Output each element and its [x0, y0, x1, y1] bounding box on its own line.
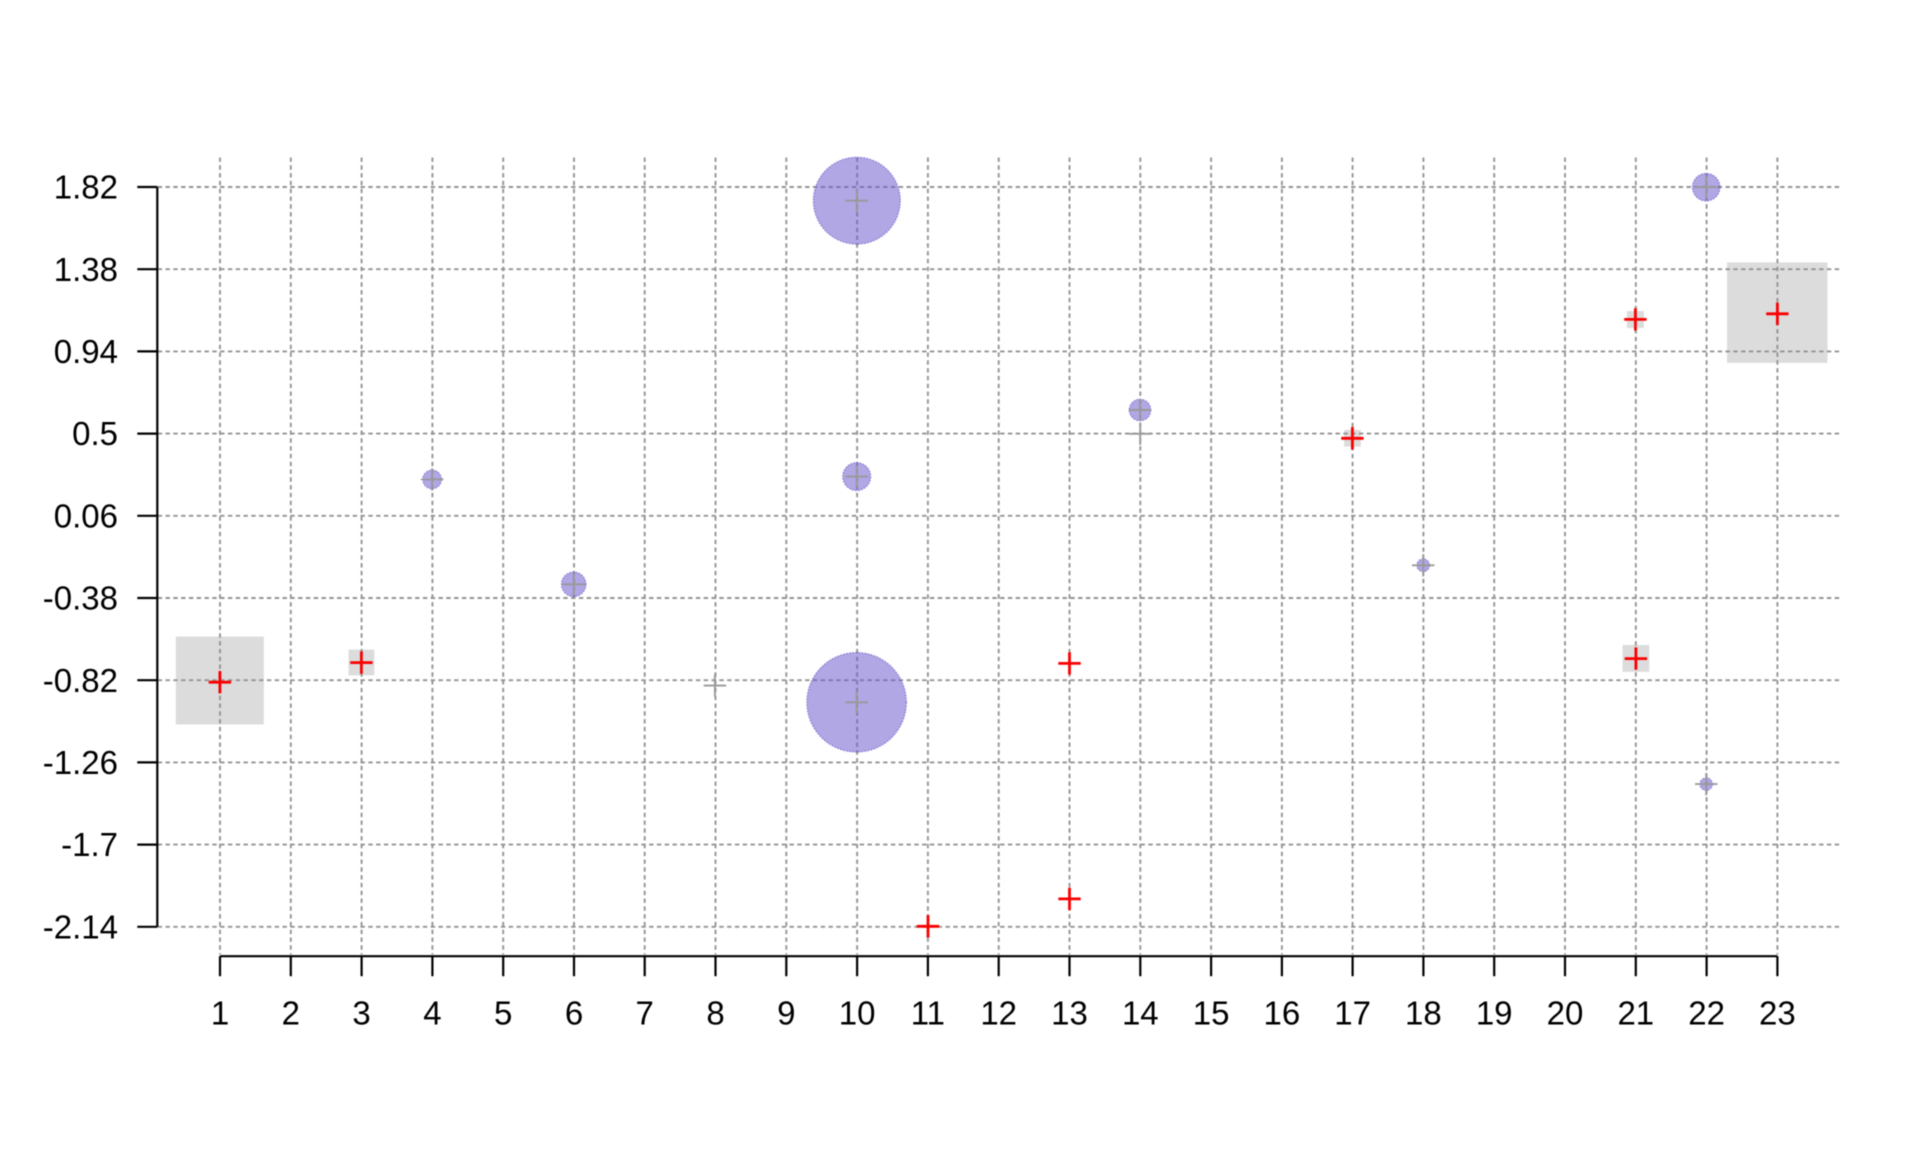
svg-text:6: 6 [565, 995, 583, 1032]
svg-text:10: 10 [839, 995, 876, 1032]
svg-text:1.38: 1.38 [54, 251, 118, 288]
svg-text:-2.14: -2.14 [43, 908, 118, 945]
svg-text:5: 5 [494, 995, 512, 1032]
svg-text:-1.26: -1.26 [43, 744, 118, 781]
svg-text:1: 1 [211, 995, 229, 1032]
svg-text:17: 17 [1334, 995, 1371, 1032]
svg-text:22: 22 [1688, 995, 1725, 1032]
svg-text:7: 7 [636, 995, 654, 1032]
svg-text:0.94: 0.94 [54, 333, 118, 370]
svg-text:8: 8 [706, 995, 724, 1032]
svg-text:15: 15 [1193, 995, 1230, 1032]
svg-text:16: 16 [1264, 995, 1301, 1032]
svg-text:3: 3 [352, 995, 370, 1032]
svg-text:2: 2 [282, 995, 300, 1032]
svg-text:21: 21 [1617, 995, 1654, 1032]
svg-text:-1.7: -1.7 [61, 826, 118, 863]
svg-text:0.06: 0.06 [54, 497, 118, 534]
svg-text:20: 20 [1547, 995, 1584, 1032]
svg-text:13: 13 [1051, 995, 1088, 1032]
svg-text:19: 19 [1476, 995, 1513, 1032]
svg-text:18: 18 [1405, 995, 1442, 1032]
svg-text:12: 12 [980, 995, 1017, 1032]
svg-text:-0.38: -0.38 [43, 580, 118, 617]
svg-text:-0.82: -0.82 [43, 662, 118, 699]
svg-text:4: 4 [423, 995, 441, 1032]
svg-text:14: 14 [1122, 995, 1159, 1032]
svg-text:9: 9 [777, 995, 795, 1032]
svg-text:0.5: 0.5 [72, 415, 118, 452]
svg-text:1.82: 1.82 [54, 169, 118, 206]
svg-text:23: 23 [1759, 995, 1796, 1032]
svg-text:11: 11 [911, 995, 945, 1032]
